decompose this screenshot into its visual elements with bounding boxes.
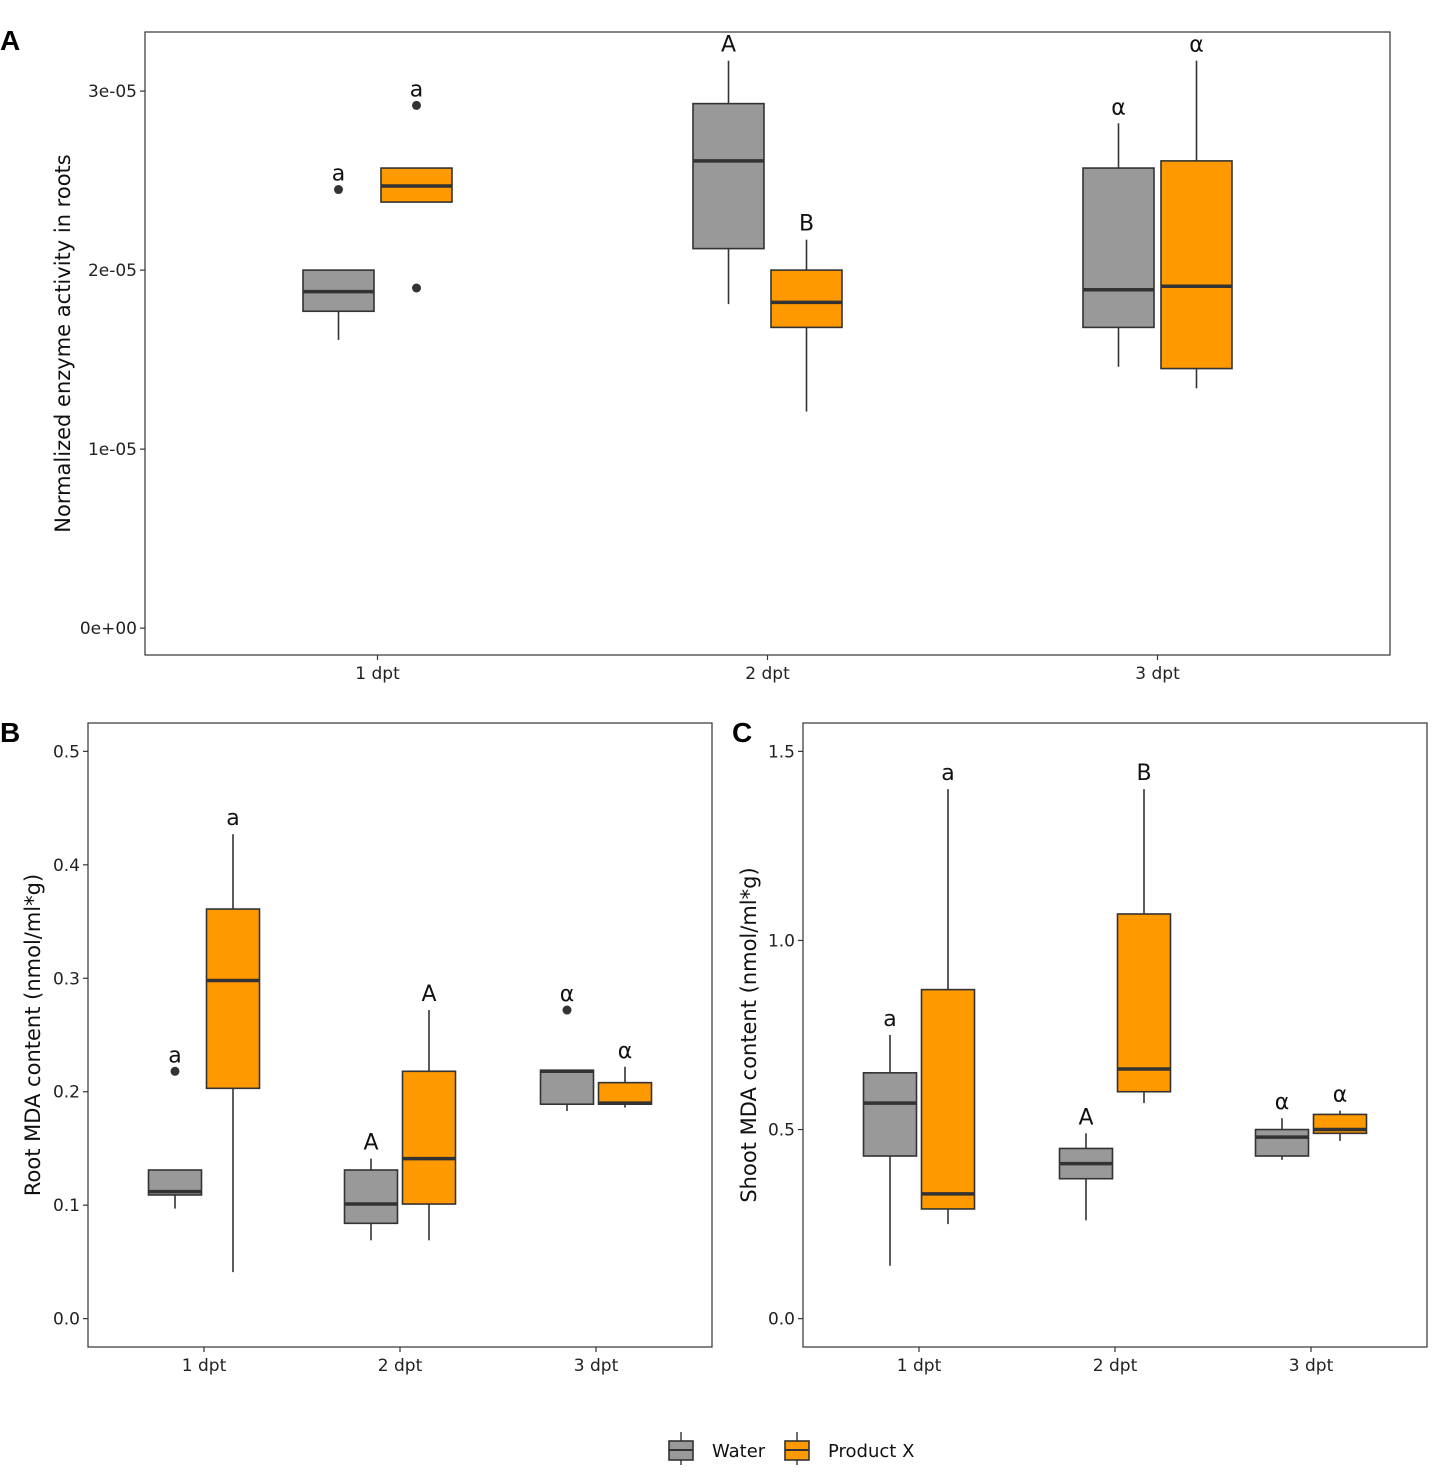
- legend-label: Water: [712, 1441, 766, 1462]
- plot-frame: [802, 722, 1428, 1348]
- x-tick-label: 2 dpt: [378, 1356, 423, 1376]
- significance-letter: A: [721, 33, 736, 58]
- iqr-box: [1082, 167, 1155, 329]
- outlier-point: [412, 100, 421, 110]
- iqr-box: [539, 1069, 595, 1106]
- plot-frame: [87, 722, 713, 1348]
- significance-letter: a: [226, 806, 239, 831]
- x-tick-label: 1 dpt: [182, 1356, 227, 1376]
- significance-letter: A: [421, 982, 436, 1007]
- panel-b: B 0.0 0.1 0.2 0.3 0.4 0.5 1 dpt 2 dpt 3 dpt Root M…: [0, 717, 713, 1376]
- outlier-point: [412, 283, 421, 293]
- x-tick-label: 1 dpt: [897, 1356, 942, 1376]
- legend-label: Product X: [828, 1441, 914, 1462]
- panel-letter: A: [0, 25, 20, 56]
- significance-letter: α: [1275, 1090, 1290, 1115]
- water-box-1: a: [862, 1007, 918, 1266]
- iqr-box: [862, 1072, 918, 1157]
- iqr-box: [343, 1169, 399, 1225]
- significance-letter: a: [941, 761, 954, 786]
- product-box-1: a: [920, 761, 976, 1225]
- significance-letter: B: [799, 212, 814, 237]
- x-tick-label: 2 dpt: [745, 664, 790, 684]
- significance-letter: A: [363, 1131, 378, 1156]
- y-axis-title: Root MDA content (nmol/ml*g): [21, 874, 45, 1196]
- y-tick-label: 0.5: [768, 1121, 795, 1141]
- iqr-box: [597, 1081, 653, 1106]
- panel-letter: C: [732, 717, 752, 748]
- product-box-3: α: [1160, 33, 1233, 389]
- significance-letter: a: [168, 1043, 181, 1068]
- significance-letter: α: [560, 982, 575, 1007]
- product-box-3: α: [597, 1039, 653, 1108]
- water-box-3: α: [539, 982, 595, 1112]
- significance-letter: a: [410, 77, 423, 102]
- product-box-2: A: [401, 982, 457, 1241]
- y-tick-label: 0.4: [53, 856, 80, 876]
- significance-letter: A: [1078, 1105, 1093, 1130]
- legend: Water Product X: [668, 1432, 914, 1465]
- iqr-box: [1116, 913, 1172, 1093]
- product-box-2: B: [770, 212, 843, 412]
- y-tick-label: 0.0: [768, 1310, 795, 1330]
- iqr-box: [1254, 1128, 1310, 1157]
- y-axis-title: Normalized enzyme activity in roots: [51, 154, 75, 532]
- iqr-box: [920, 988, 976, 1210]
- water-box-3: α: [1082, 95, 1155, 367]
- outlier-point: [170, 1066, 180, 1076]
- product-box-1: a: [380, 77, 453, 293]
- y-tick-label: 1.5: [768, 742, 795, 762]
- outlier-point: [334, 185, 343, 195]
- legend-key-water: [668, 1432, 694, 1465]
- y-tick-label: 3e-05: [88, 82, 137, 102]
- product-box-1: a: [205, 806, 261, 1273]
- water-box-2: A: [692, 33, 765, 305]
- y-tick-label: 0.3: [53, 969, 80, 989]
- x-tick-label: 1 dpt: [355, 664, 400, 684]
- water-box-2: A: [1058, 1105, 1114, 1221]
- water-box-1: a: [147, 1043, 203, 1209]
- x-tick-label: 3 dpt: [1289, 1356, 1334, 1376]
- panel-a: A 0e+00 1e-05 2e-05 3e-05 1 dpt 2 dpt 3 dpt Norm…: [0, 25, 1391, 684]
- iqr-box: [401, 1070, 457, 1205]
- significance-letter: a: [332, 162, 345, 187]
- x-tick-label: 3 dpt: [574, 1356, 619, 1376]
- water-box-3: α: [1254, 1090, 1310, 1160]
- iqr-box: [770, 269, 843, 329]
- panel-letter: B: [0, 717, 20, 748]
- product-box-3: α: [1312, 1083, 1368, 1141]
- y-axis-title: Shoot MDA content (nmol/ml*g): [737, 867, 761, 1202]
- significance-letter: α: [1333, 1083, 1348, 1108]
- x-tick-label: 3 dpt: [1135, 664, 1180, 684]
- outlier-point: [562, 1005, 572, 1015]
- y-tick-label: 0e+00: [80, 619, 137, 639]
- iqr-box: [692, 102, 765, 250]
- y-tick-label: 0.5: [53, 742, 80, 762]
- significance-letter: α: [618, 1039, 633, 1064]
- y-tick-label: 1e-05: [88, 440, 137, 460]
- iqr-box: [205, 908, 261, 1090]
- y-tick-label: 1.0: [768, 931, 795, 951]
- significance-letter: α: [1189, 33, 1204, 58]
- product-box-2: B: [1116, 761, 1172, 1104]
- significance-letter: α: [1111, 95, 1126, 120]
- y-tick-label: 0.1: [53, 1196, 80, 1216]
- significance-letter: B: [1136, 761, 1151, 786]
- iqr-box: [1160, 160, 1233, 370]
- y-tick-label: 0.2: [53, 1083, 80, 1103]
- y-tick-label: 2e-05: [88, 261, 137, 281]
- panel-c: C 0.0 0.5 1.0 1.5 1 dpt 2 dpt 3 dpt Shoot MDA co…: [732, 717, 1428, 1376]
- significance-letter: a: [883, 1007, 896, 1032]
- legend-key-product-x: [784, 1432, 810, 1465]
- x-tick-label: 2 dpt: [1093, 1356, 1138, 1376]
- water-box-2: A: [343, 1131, 399, 1241]
- water-box-1: a: [302, 162, 375, 340]
- y-tick-label: 0.0: [53, 1310, 80, 1330]
